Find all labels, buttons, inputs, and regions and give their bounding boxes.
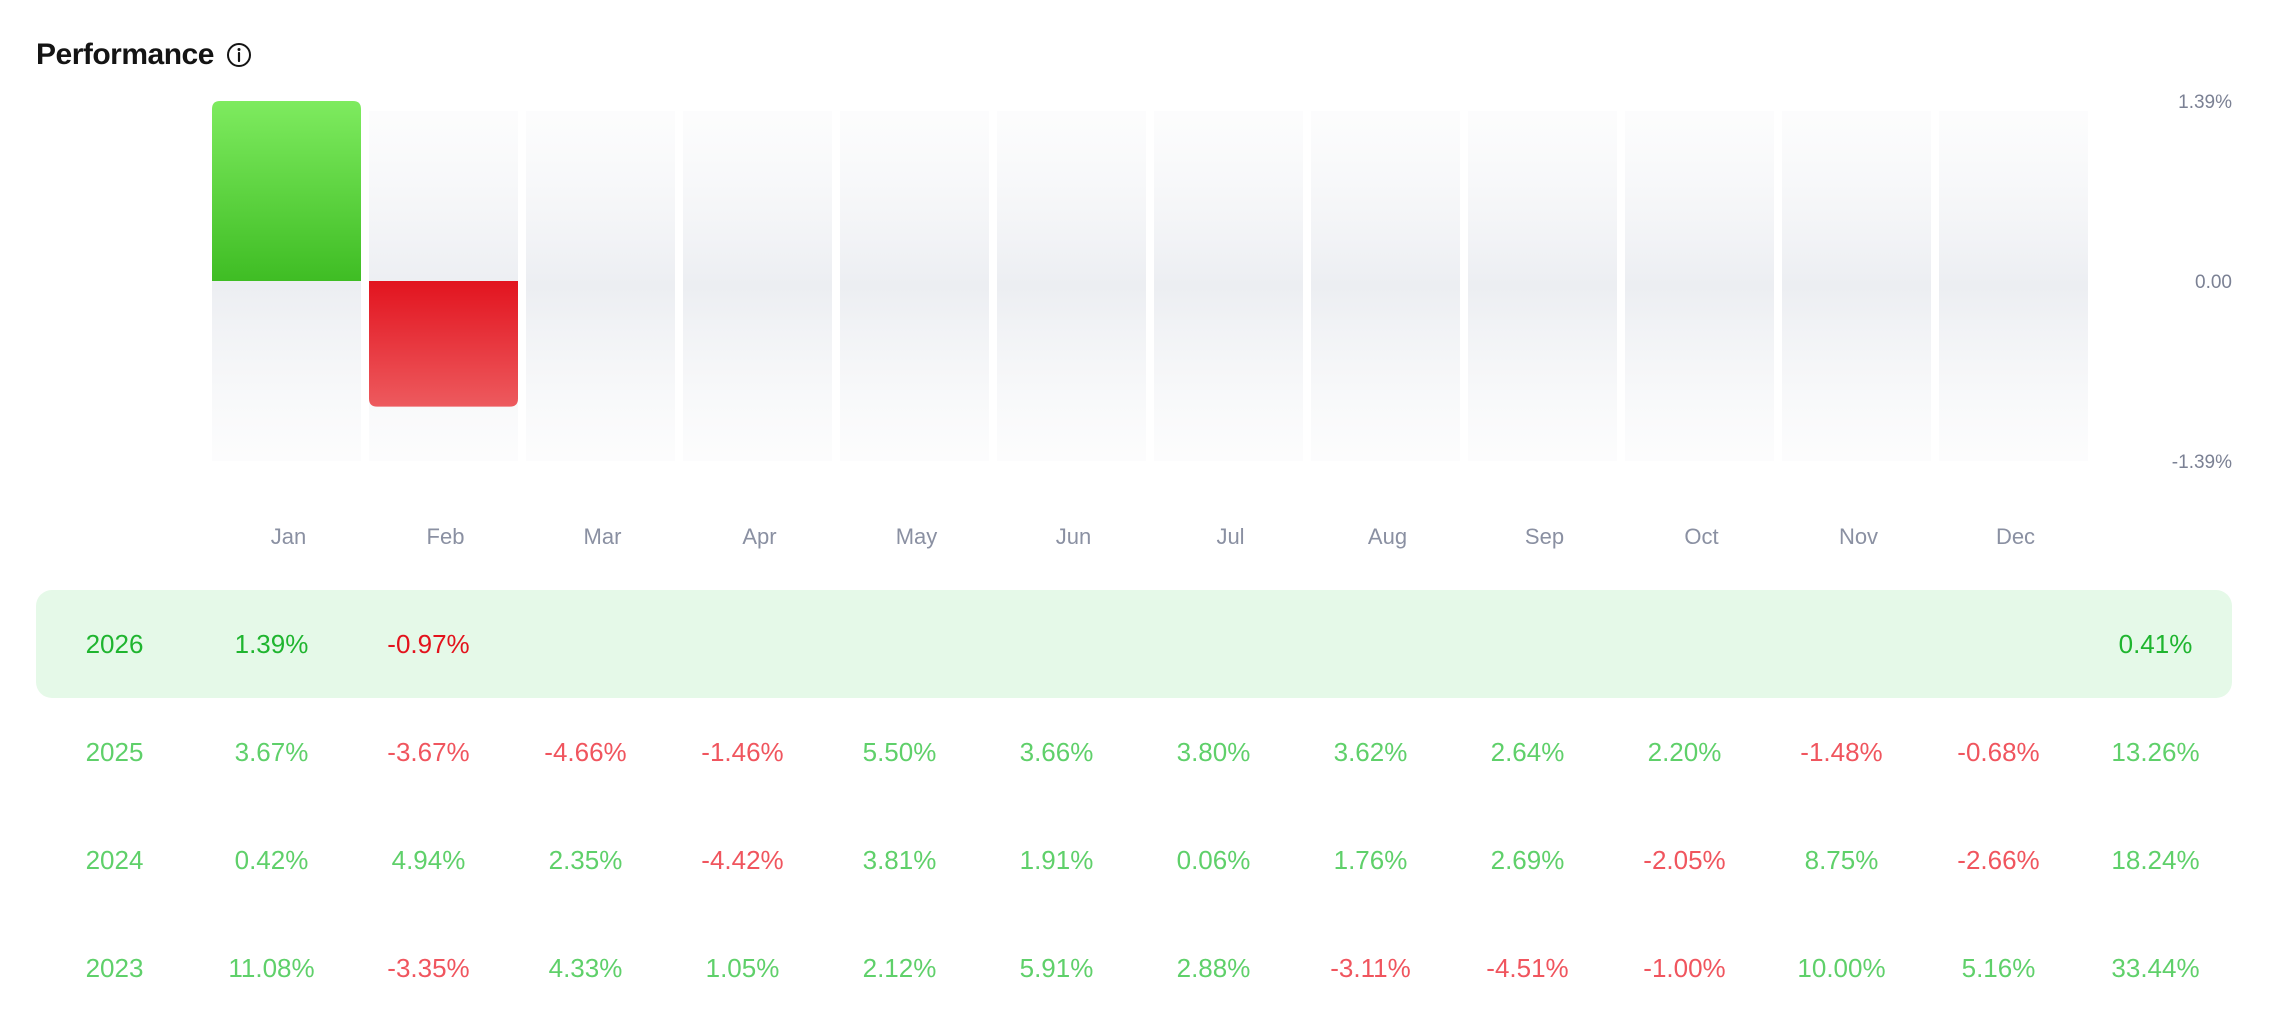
performance-header: Performance (36, 38, 252, 72)
page-title: Performance (36, 38, 214, 71)
column-track-dec (1939, 111, 2088, 461)
month-return-cell: 1.76% (1333, 844, 1408, 875)
x-tick-label: Jun (1056, 524, 1091, 549)
x-tick-label: Jul (1216, 524, 1244, 549)
info-icon[interactable] (226, 42, 252, 68)
performance-chart: Jan Feb Mar Apr May Jun Jul Aug Sep Oct Nov Dec 1.3… (212, 92, 2232, 549)
year-total-cell: 18.24% (2111, 844, 2200, 875)
x-tick-label: Jan (271, 524, 306, 549)
column-track-mar (526, 111, 675, 461)
month-return-cell: 1.05% (705, 952, 780, 983)
bar-feb[interactable] (369, 281, 518, 407)
month-return-cell: 3.81% (862, 844, 937, 875)
x-tick-label: Sep (1525, 524, 1564, 549)
month-return-cell: 5.91% (1019, 952, 1094, 983)
x-tick-label: Nov (1839, 524, 1878, 549)
y-tick-label: 1.39% (2178, 92, 2232, 113)
month-return-cell: 1.39% (234, 628, 309, 659)
month-return-cell: -2.05% (1643, 844, 1726, 875)
year-total-cell: 0.41% (2118, 628, 2193, 659)
x-tick-label: Apr (742, 524, 776, 549)
year-cell: 2025 (85, 736, 144, 767)
month-return-cell: 1.91% (1019, 844, 1094, 875)
year-total-cell: 13.26% (2111, 736, 2200, 767)
table-row[interactable]: 2024 0.42% 4.94% 2.35% -4.42% 3.81% 1.91% 0.06%… (36, 806, 2232, 914)
x-tick-label: Feb (427, 524, 465, 549)
table-row[interactable]: 2025 3.67% -3.67% -4.66% -1.46% 5.50% 3.66% 3.8… (36, 698, 2232, 806)
month-return-cell: 2.64% (1490, 736, 1565, 767)
month-return-cell: 4.33% (548, 952, 623, 983)
x-tick-label: Mar (584, 524, 622, 549)
year-total-cell: 33.44% (2111, 952, 2200, 983)
month-return-cell: 3.67% (234, 736, 309, 767)
month-return-cell: 5.16% (1961, 952, 2036, 983)
column-track-may (840, 111, 989, 461)
month-return-cell: 11.08% (228, 952, 315, 983)
column-track-nov (1782, 111, 1931, 461)
table-row[interactable]: 2026 1.39% -0.97% 0.41% (36, 590, 2232, 698)
month-return-cell: 2.35% (548, 844, 623, 875)
month-return-cell: 3.80% (1176, 736, 1251, 767)
x-tick-label: Aug (1368, 524, 1407, 549)
month-return-cell: 8.75% (1804, 844, 1879, 875)
year-cell: 2024 (85, 844, 144, 875)
year-cell: 2023 (85, 952, 144, 983)
x-tick-label: May (896, 524, 938, 549)
month-return-cell: 0.06% (1176, 844, 1251, 875)
column-track-jul (1154, 111, 1303, 461)
month-return-cell: 10.00% (1797, 952, 1886, 983)
month-return-cell: -4.42% (701, 844, 784, 875)
month-return-cell: -0.68% (1957, 736, 2040, 767)
month-return-cell: 0.42% (234, 844, 309, 875)
month-return-cell: 2.69% (1490, 844, 1565, 875)
y-tick-label: -1.39% (2172, 452, 2232, 473)
year-cell: 2026 (85, 628, 144, 659)
month-return-cell: -3.11% (1330, 952, 1411, 983)
column-track-sep (1468, 111, 1617, 461)
performance-table: 2026 1.39% -0.97% 0.41% 2025 3.67% -3.67% -4.66… (36, 590, 2232, 1022)
column-track-oct (1625, 111, 1774, 461)
month-return-cell: 3.62% (1333, 736, 1408, 767)
x-tick-label: Oct (1684, 524, 1718, 549)
month-return-cell: -1.48% (1800, 736, 1883, 767)
month-return-cell: 4.94% (391, 844, 466, 875)
month-return-cell: -4.51% (1486, 952, 1569, 983)
column-track-jun (997, 111, 1146, 461)
month-return-cell: -2.66% (1957, 844, 2040, 875)
bar-jan[interactable] (212, 101, 361, 281)
month-return-cell: -1.46% (701, 736, 784, 767)
month-return-cell: 2.12% (862, 952, 937, 983)
y-tick-label: 0.00 (2195, 272, 2232, 293)
month-return-cell: -0.97% (387, 628, 470, 659)
month-return-cell: -4.66% (544, 736, 627, 767)
month-return-cell: -3.35% (387, 952, 470, 983)
column-track-apr (683, 111, 832, 461)
month-return-cell: -1.00% (1643, 952, 1726, 983)
month-return-cell: 5.50% (862, 736, 937, 767)
month-return-cell: 2.88% (1176, 952, 1251, 983)
column-track-aug (1311, 111, 1460, 461)
x-tick-label: Dec (1996, 524, 2035, 549)
month-return-cell: 2.20% (1647, 736, 1722, 767)
month-return-cell: 3.66% (1019, 736, 1094, 767)
month-return-cell: -3.67% (387, 736, 470, 767)
table-row[interactable]: 2023 11.08% -3.35% 4.33% 1.05% 2.12% 5.91% 2.88… (36, 914, 2232, 1022)
